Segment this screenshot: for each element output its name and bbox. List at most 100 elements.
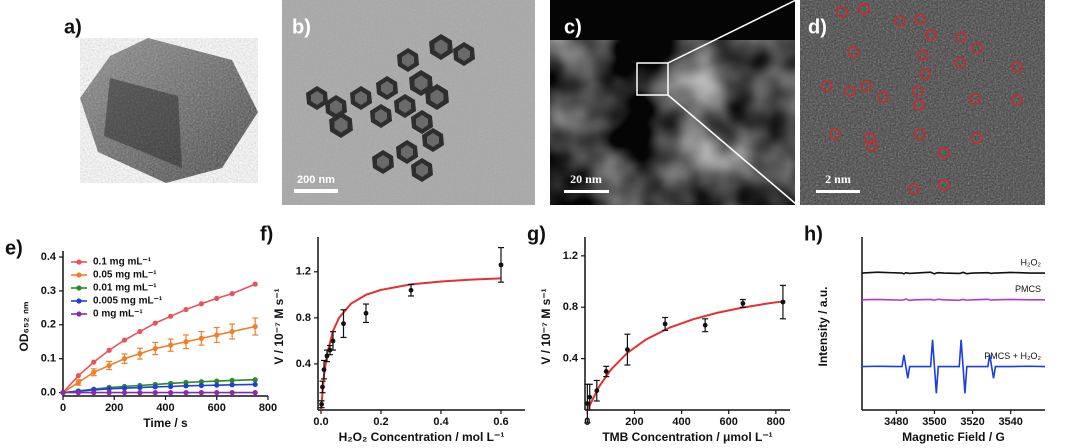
x-tick-label: 600 xyxy=(208,402,226,414)
point xyxy=(584,401,590,406)
point xyxy=(106,386,112,392)
x-tick-label: 3520 xyxy=(960,416,984,428)
point xyxy=(625,347,630,353)
point xyxy=(106,390,112,396)
point xyxy=(252,323,258,330)
scale-bar xyxy=(294,189,338,193)
atom-marker xyxy=(821,80,833,92)
series-line xyxy=(861,339,1046,394)
series-line xyxy=(62,325,256,394)
panel-label: c) xyxy=(564,16,582,38)
fit-curve xyxy=(320,277,502,411)
x-tick-label: 400 xyxy=(156,402,174,414)
point xyxy=(198,379,204,385)
atom-marker xyxy=(938,147,950,159)
atom-marker xyxy=(860,80,872,92)
point xyxy=(121,356,128,362)
point xyxy=(60,390,66,396)
point xyxy=(168,383,174,390)
point xyxy=(152,384,158,390)
point xyxy=(702,322,708,328)
x-tick-label: 0.2 xyxy=(373,416,388,428)
atom-marker xyxy=(864,132,876,144)
point xyxy=(183,383,189,389)
point xyxy=(321,367,327,373)
point xyxy=(183,390,189,396)
scale-bar xyxy=(564,190,609,193)
point xyxy=(183,339,189,345)
point xyxy=(152,390,158,396)
legend-label: 0.01 mg mL⁻¹ xyxy=(93,283,157,294)
point xyxy=(408,287,414,293)
x-tick-label: 0.6 xyxy=(493,416,508,428)
panel-label: g) xyxy=(527,223,546,245)
series-line xyxy=(861,298,1045,302)
point xyxy=(152,345,158,352)
point xyxy=(198,390,204,396)
particle-texture xyxy=(80,38,258,183)
atom-marker xyxy=(925,29,937,41)
legend-marker xyxy=(76,259,82,265)
point xyxy=(252,381,258,388)
y-tick-label: 0.4 xyxy=(296,358,312,370)
point xyxy=(168,390,174,396)
point xyxy=(229,390,235,396)
point xyxy=(330,338,336,344)
y-tick-label: 0.1 xyxy=(41,353,56,365)
y-tick-label: 0.8 xyxy=(563,301,578,313)
panel-b: 200 nm b) xyxy=(282,0,535,205)
trace-label: H₂O₂ xyxy=(1021,257,1042,267)
point xyxy=(121,385,128,391)
point xyxy=(168,313,174,319)
legend-marker xyxy=(76,311,82,317)
x-tick-label: 3500 xyxy=(922,416,946,428)
x-tick-label: 0.4 xyxy=(433,416,449,428)
panel-label: e) xyxy=(5,237,23,259)
panel-label: b) xyxy=(292,16,311,38)
atom-marker xyxy=(914,128,926,140)
panel-label: f) xyxy=(260,223,273,245)
scale-bar-label: 20 nm xyxy=(570,172,602,186)
point xyxy=(91,390,97,396)
point xyxy=(75,373,81,379)
y-tick-label: 0.4 xyxy=(41,251,57,263)
atom-marker xyxy=(912,85,924,97)
point xyxy=(183,306,189,313)
y-axis-label: V / 10⁻⁷ M s⁻¹ xyxy=(539,288,553,364)
atom-marker xyxy=(877,91,889,103)
y-axis-label: V / 10⁻⁷ M s⁻¹ xyxy=(272,288,286,364)
panel-label: d) xyxy=(808,16,827,38)
point xyxy=(198,301,204,307)
x-tick-label: 600 xyxy=(720,416,738,428)
series-line xyxy=(861,271,1045,275)
x-tick-label: 200 xyxy=(625,416,643,428)
x-axis-label: TMB Concentration / μmol L⁻¹ xyxy=(602,430,772,444)
legend-label: 0.05 mg mL⁻¹ xyxy=(93,270,157,281)
point xyxy=(363,310,369,316)
point xyxy=(137,328,143,335)
point xyxy=(152,320,158,326)
stem-signal xyxy=(550,40,795,205)
atom-marker xyxy=(971,132,983,144)
zoom-box xyxy=(636,62,669,96)
point xyxy=(498,262,504,268)
atom-marker xyxy=(969,93,981,105)
legend-label: 0.005 mg mL⁻¹ xyxy=(93,296,163,307)
y-axis-label: Intensity / a.u. xyxy=(816,286,830,366)
point xyxy=(740,300,746,306)
x-tick-label: 3540 xyxy=(998,416,1022,428)
scale-bar-label: 2 nm xyxy=(825,172,851,186)
point xyxy=(198,335,204,341)
x-tick-label: 400 xyxy=(672,416,690,428)
scale-bar-label: 200 nm xyxy=(297,174,335,186)
x-tick-label: 200 xyxy=(105,402,123,414)
y-tick-label: 1.2 xyxy=(563,250,578,262)
atom-marker xyxy=(914,13,926,25)
point xyxy=(75,379,81,386)
point xyxy=(91,369,97,375)
legend-marker xyxy=(76,285,82,291)
point xyxy=(198,382,204,389)
x-axis-label: Magnetic Field / G xyxy=(902,430,1005,444)
atom-marker xyxy=(971,42,983,54)
